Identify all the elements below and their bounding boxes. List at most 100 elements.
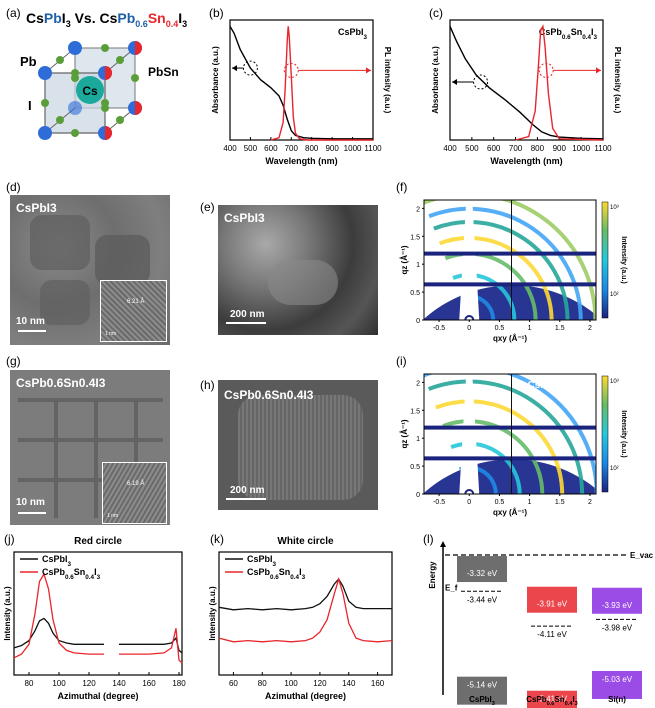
detector-gap <box>424 251 596 256</box>
y-axis-label: Intensity (a.u.) <box>3 586 12 641</box>
chart-title-sub: 3 <box>593 34 597 41</box>
plot-frame <box>229 19 374 141</box>
plot-frame <box>13 551 183 676</box>
plot-frame <box>423 373 597 495</box>
x-tick-label: 400 <box>443 144 457 153</box>
y-axis-label: qz (Å⁻¹) <box>400 245 409 274</box>
tem-particle <box>30 215 90 270</box>
x-tick-label: 0.5 <box>495 499 505 506</box>
pbsn-label: PbSn <box>148 65 179 79</box>
i-atoms <box>41 44 139 137</box>
i-label: I <box>28 98 32 113</box>
chart-title-part: Sn <box>563 380 576 391</box>
legend-entry-sub: 0.6 <box>270 574 279 581</box>
diffraction-ring <box>433 220 570 320</box>
chart-title-sub: 3 <box>588 213 592 220</box>
sem-sample-label: CsPb0.6Sn0.4I3 <box>224 388 314 402</box>
chart-title-sub: 3 <box>588 387 592 394</box>
hrtem-inset: 6.21 Å 1 nm <box>100 280 167 342</box>
abs-marker <box>473 74 489 90</box>
legend-entry-sub: 3 <box>68 561 72 568</box>
x-tick-label: 2 <box>588 499 592 506</box>
y-axis-label: Absorbance (a.u.) <box>431 46 440 114</box>
legend-entry: CsPb0.6Sn0.4I3 <box>42 567 101 581</box>
tem-image-cspbsn: CsPb0.6Sn0.4I3 10 nm 6.19 Å 1 nm <box>10 370 170 525</box>
x-tick-label: -0.5 <box>433 499 445 506</box>
chart-title-part: I <box>591 27 594 37</box>
scale-bar-text: 10 nm <box>16 316 45 327</box>
series-line <box>218 576 393 643</box>
chart-title-sub: 0.6 <box>553 387 563 394</box>
chart-k: White circle 60 80 100 120 140 160 Azimuthal (d… <box>208 536 393 701</box>
valence-band <box>527 690 577 708</box>
energy-axis-arrow <box>440 541 446 547</box>
panel-d-label: (d) <box>6 180 21 194</box>
panel-g-label: (g) <box>6 354 21 368</box>
material-label-part: Sn <box>554 695 564 704</box>
x-tick-label: 120 <box>82 679 96 688</box>
x-tick-label: 140 <box>112 679 126 688</box>
y-tick-label: 0 <box>416 318 420 325</box>
abs-marker <box>242 60 258 76</box>
detector-image <box>424 200 596 320</box>
sem-grain <box>268 260 338 305</box>
valence-band <box>592 670 642 699</box>
chart-title-sub: 3 <box>363 34 367 41</box>
panel-b: (b) 400 500 600 700 800 900 1000 1100 Wavelength… <box>205 0 425 175</box>
beam-center <box>464 315 475 320</box>
tem-particle <box>95 235 150 285</box>
chart-title: CsPb0.6Sn0.4I3 <box>528 380 593 394</box>
x-tick-label: 1100 <box>594 144 612 153</box>
panel-f-label: (f) <box>396 180 408 194</box>
scale-bar <box>226 322 266 324</box>
legend-entry-part: I <box>299 567 302 577</box>
x-tick-label: 500 <box>465 144 479 153</box>
plot-frame <box>423 199 597 321</box>
x-tick-label: 800 <box>531 144 545 153</box>
x-tick-label: 0 <box>467 499 471 506</box>
cb-value: -3.91 eV <box>537 600 568 609</box>
colorbar-tick: 10² <box>610 292 619 298</box>
x-tick-label: 1.5 <box>555 499 565 506</box>
x-tick-label: 100 <box>52 679 66 688</box>
scale-bar <box>18 330 46 332</box>
colorbar <box>601 375 609 493</box>
giwaxs-f: -0.5 0 0.5 1 1.5 2 0 0.5 1 1.5 2 qxy (Å⁻¹) qz (Å⁻¹) C… <box>400 199 627 343</box>
chart-b: 400 500 600 700 800 900 1000 1100 Wavelength (nm… <box>211 19 392 166</box>
chart-title: CsPbI3 <box>560 206 592 220</box>
panel-i-label: (i) <box>396 354 407 368</box>
vb-value: -5.03 eV <box>602 675 633 684</box>
legend-entry-part: CsPbI <box>42 554 68 564</box>
y2-axis-label: PL intensity (a.u.) <box>613 47 622 114</box>
y-axis-label: Absorbance (a.u.) <box>211 46 220 114</box>
panel-l-label: (l) <box>423 532 434 546</box>
x-tick-label: 0 <box>467 325 471 332</box>
series-line <box>13 572 183 664</box>
chart-title-part: CsPb <box>539 27 563 37</box>
colorbar-tick: 10³ <box>610 205 619 211</box>
chart-title: CsPb0.6Sn0.4I3 <box>539 27 598 41</box>
x-tick-label: 0.5 <box>495 325 505 332</box>
series-absorbance <box>449 26 604 140</box>
fermi-label: E_f <box>445 583 458 592</box>
y2-axis-label: PL intensity (a.u.) <box>383 47 392 114</box>
panel-h-label: (h) <box>200 378 215 392</box>
missing-wedge <box>459 374 480 494</box>
x-tick-label: 180 <box>172 679 186 688</box>
series-absorbance <box>229 25 373 140</box>
legend-entry-part: CsPb <box>42 567 66 577</box>
panel-c-label: (c) <box>429 6 443 20</box>
tem-sample-label: CsPbI3 <box>16 201 57 215</box>
chart-c: 400 500 600 700 800 900 1000 1100 Wavelength (nm… <box>431 19 622 166</box>
panel-a: (a) CsPbI3 Vs. CsPb0.6Sn0.4I3 Cs <box>0 0 215 160</box>
tem-image-cspbi3: CsPbI3 10 nm 6.21 Å 1 nm <box>10 195 170 345</box>
panel-b-label: (b) <box>209 6 224 20</box>
tem-particle <box>40 280 90 325</box>
x-tick-label: 600 <box>487 144 501 153</box>
pl-arrowhead <box>366 67 371 74</box>
energy-axis-label: Energy <box>428 561 437 589</box>
y-tick-label: 1.5 <box>410 408 420 415</box>
chart-j: Red circle 80 100 120 140 160 180 Azimuthal (de… <box>3 536 186 701</box>
y-tick-label: 2 <box>416 380 420 387</box>
